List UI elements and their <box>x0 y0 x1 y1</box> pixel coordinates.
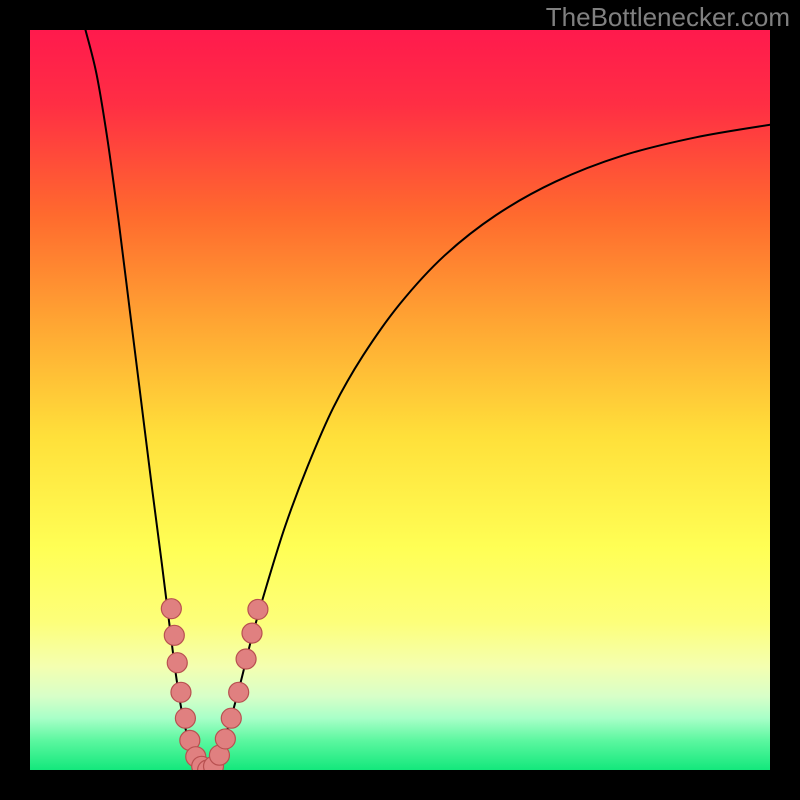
watermark-text: TheBottlenecker.com <box>546 2 790 33</box>
marker-dot <box>167 653 187 673</box>
marker-dot <box>171 682 191 702</box>
bottleneck-chart <box>30 30 770 770</box>
marker-dot <box>248 599 268 619</box>
marker-dot <box>215 729 235 749</box>
marker-dot <box>242 623 262 643</box>
marker-dot <box>236 649 256 669</box>
marker-dot <box>229 682 249 702</box>
figure-root: TheBottlenecker.com <box>0 0 800 800</box>
marker-dot <box>175 708 195 728</box>
marker-dot <box>164 625 184 645</box>
plot-area <box>30 30 770 770</box>
marker-dot <box>161 599 181 619</box>
marker-dot <box>221 708 241 728</box>
